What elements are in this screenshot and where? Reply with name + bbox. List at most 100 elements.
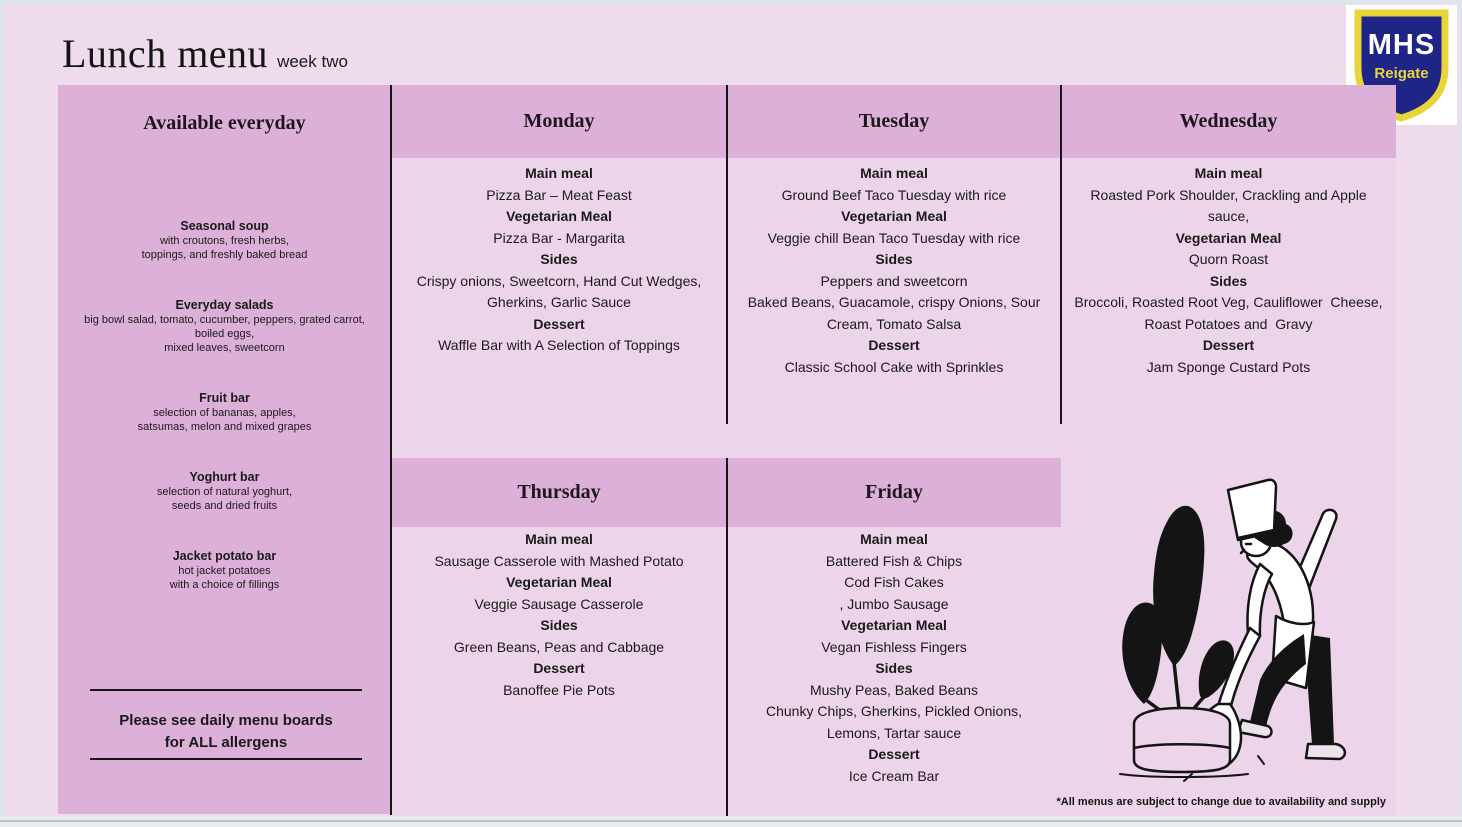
everyday-item: Yoghurt bar selection of natural yoghurt,… (58, 469, 391, 513)
day-menu-thursday: Main meal Sausage Casserole with Mashed P… (393, 529, 725, 701)
available-everyday-panel: Available everyday Seasonal soup with cro… (58, 85, 391, 814)
page-title: Lunch menu (62, 31, 269, 76)
menu-line: Vegan Fishless Fingers (821, 638, 967, 655)
menu-line: Roasted Pork Shoulder, Crackling and App… (1090, 186, 1367, 203)
menu-line: Broccoli, Roasted Root Veg, Cauliflower … (1074, 294, 1383, 310)
menu-line: Veggie chill Bean Taco Tuesday with rice (767, 229, 1021, 246)
allergen-note: Please see daily menu boards for ALL all… (90, 689, 362, 760)
everyday-item-desc: hot jacket potatoes (178, 565, 271, 577)
menu-line: Lemons, Tartar sauce (826, 724, 962, 741)
course-label: Main meal (1194, 165, 1263, 181)
menu-line: Cream, Tomato Salsa (826, 315, 962, 332)
menu-line: Peppers and sweetcorn (820, 272, 968, 289)
course-label: Vegetarian Meal (841, 617, 947, 633)
menu-line: Veggie Sausage Casserole (474, 595, 644, 612)
menu-line: Waffle Bar with A Selection of Toppings (438, 337, 680, 353)
everyday-items: Seasonal soup with croutons, fresh herbs,… (58, 218, 391, 627)
logo-subtext: Reigate (1374, 65, 1429, 82)
page-bottom-edge (0, 816, 1462, 827)
everyday-item-desc: mixed leaves, sweetcorn (164, 342, 285, 354)
day-menu-monday: Main meal Pizza Bar – Meat Feast Vegetaria… (393, 163, 725, 357)
course-label: Sides (540, 617, 578, 633)
day-header-band-thursday (391, 458, 727, 527)
course-label: Main meal (525, 165, 593, 181)
divider-thursday-friday (726, 458, 728, 818)
everyday-item-desc: selection of bananas, apples, (153, 407, 296, 419)
everyday-item-desc: with a choice of fillings (169, 579, 280, 591)
divider-panel (390, 85, 392, 815)
day-menu-wednesday: Main meal Roasted Pork Shoulder, Cracklin… (1063, 163, 1394, 378)
day-header-tuesday: Tuesday (858, 110, 930, 132)
menu-line: Jam Sponge Custard Pots (1146, 358, 1311, 375)
day-menu-friday: Main meal Battered Fish & Chips Cod Fish C… (729, 529, 1059, 787)
day-header-thursday: Thursday (517, 481, 601, 503)
day-header-friday: Friday (865, 481, 923, 503)
course-label: Sides (1209, 272, 1248, 289)
menu-line: Banoffee Pie Pots (503, 681, 615, 698)
course-label: Vegetarian Meal (1175, 229, 1282, 246)
everyday-item: Everyday salads big bowl salad, tomato, c… (58, 297, 391, 355)
everyday-item-name: Yoghurt bar (189, 470, 260, 484)
course-label: Dessert (533, 315, 585, 332)
chef-illustration-icon (1119, 478, 1347, 782)
everyday-item-name: Everyday salads (175, 298, 274, 312)
everyday-item-name: Fruit bar (199, 391, 250, 405)
course-label: Dessert (868, 746, 920, 762)
everyday-item-desc: with croutons, fresh herbs, (159, 235, 289, 247)
course-label: Vegetarian Meal (506, 574, 612, 590)
menu-line: Battered Fish & Chips (825, 552, 963, 569)
course-label: Vegetarian Meal (841, 208, 947, 224)
divider-tuesday-wednesday (1060, 85, 1062, 424)
course-label: Dessert (1202, 337, 1255, 353)
course-label: Vegetarian Meal (506, 208, 612, 224)
menu-line: Sausage Casserole with Mashed Potato (434, 552, 684, 569)
day-header-band-top (391, 85, 1396, 158)
allergen-note-line: for ALL allergens (164, 734, 288, 751)
page-subtitle: week two (277, 52, 348, 71)
menu-line: Roast Potatoes and Gravy (1144, 315, 1313, 332)
everyday-item-name: Seasonal soup (180, 219, 269, 233)
menu-line: Cod Fish Cakes (844, 574, 944, 590)
menu-line: Pizza Bar - Margarita (493, 229, 625, 246)
menu-line: sauce, (1207, 208, 1250, 224)
divider-monday-tuesday (726, 85, 728, 424)
everyday-item-name: Jacket potato bar (172, 549, 277, 563)
everyday-item: Jacket potato bar hot jacket potatoes with… (58, 548, 391, 592)
menu-line: Crispy onions, Sweetcorn, Hand Cut Wedge… (416, 272, 702, 289)
menu-line: Quorn Roast (1188, 251, 1269, 267)
everyday-item-desc: toppings, and freshly baked bread (141, 249, 308, 261)
course-label: Sides (875, 660, 913, 676)
menu-line: Chunky Chips, Gherkins, Pickled Onions, (766, 703, 1022, 719)
day-menu-tuesday: Main meal Ground Beef Taco Tuesday with r… (729, 163, 1059, 378)
course-label: Main meal (860, 531, 928, 547)
everyday-item-desc: seeds and dried fruits (171, 500, 278, 512)
menu-line: Baked Beans, Guacamole, crispy Onions, S… (747, 294, 1041, 310)
menu-line: Ice Cream Bar (848, 767, 940, 784)
course-label: Main meal (525, 531, 593, 547)
day-header-wednesday: Wednesday (1179, 110, 1278, 132)
menu-line: Pizza Bar – Meat Feast (486, 186, 632, 203)
menu-line: Ground Beef Taco Tuesday with rice (781, 186, 1007, 203)
everyday-item-desc: satsumas, melon and mixed grapes (137, 421, 312, 433)
course-label: Sides (875, 251, 913, 267)
everyday-item-desc: selection of natural yoghurt, (156, 486, 293, 498)
logo-text: MHS (1367, 29, 1436, 61)
course-label: Dessert (868, 337, 920, 353)
menu-footnote: *All menus are subject to change due to … (1056, 796, 1386, 808)
school-logo: MHS Reigate (1346, 5, 1457, 125)
title-row: Lunch menu week two (62, 30, 348, 77)
day-header-band-friday (727, 458, 1061, 527)
course-label: Dessert (533, 660, 585, 676)
menu-line: , Jumbo Sausage (839, 595, 949, 612)
bottom-edge-line (0, 820, 1462, 822)
allergen-note-line: Please see daily menu boards (119, 712, 333, 729)
everyday-heading: Available everyday (143, 112, 306, 134)
day-header-monday: Monday (523, 110, 595, 132)
everyday-item: Fruit bar selection of bananas, apples, sa… (58, 390, 391, 434)
everyday-item-desc: big bowl salad, tomato, cucumber, pepper… (84, 314, 365, 326)
everyday-item-desc: boiled eggs, (194, 328, 255, 340)
menu-line: Gherkins, Garlic Sauce (487, 294, 631, 310)
menu-line: Classic School Cake with Sprinkles (784, 358, 1004, 375)
everyday-item: Seasonal soup with croutons, fresh herbs,… (58, 218, 391, 262)
